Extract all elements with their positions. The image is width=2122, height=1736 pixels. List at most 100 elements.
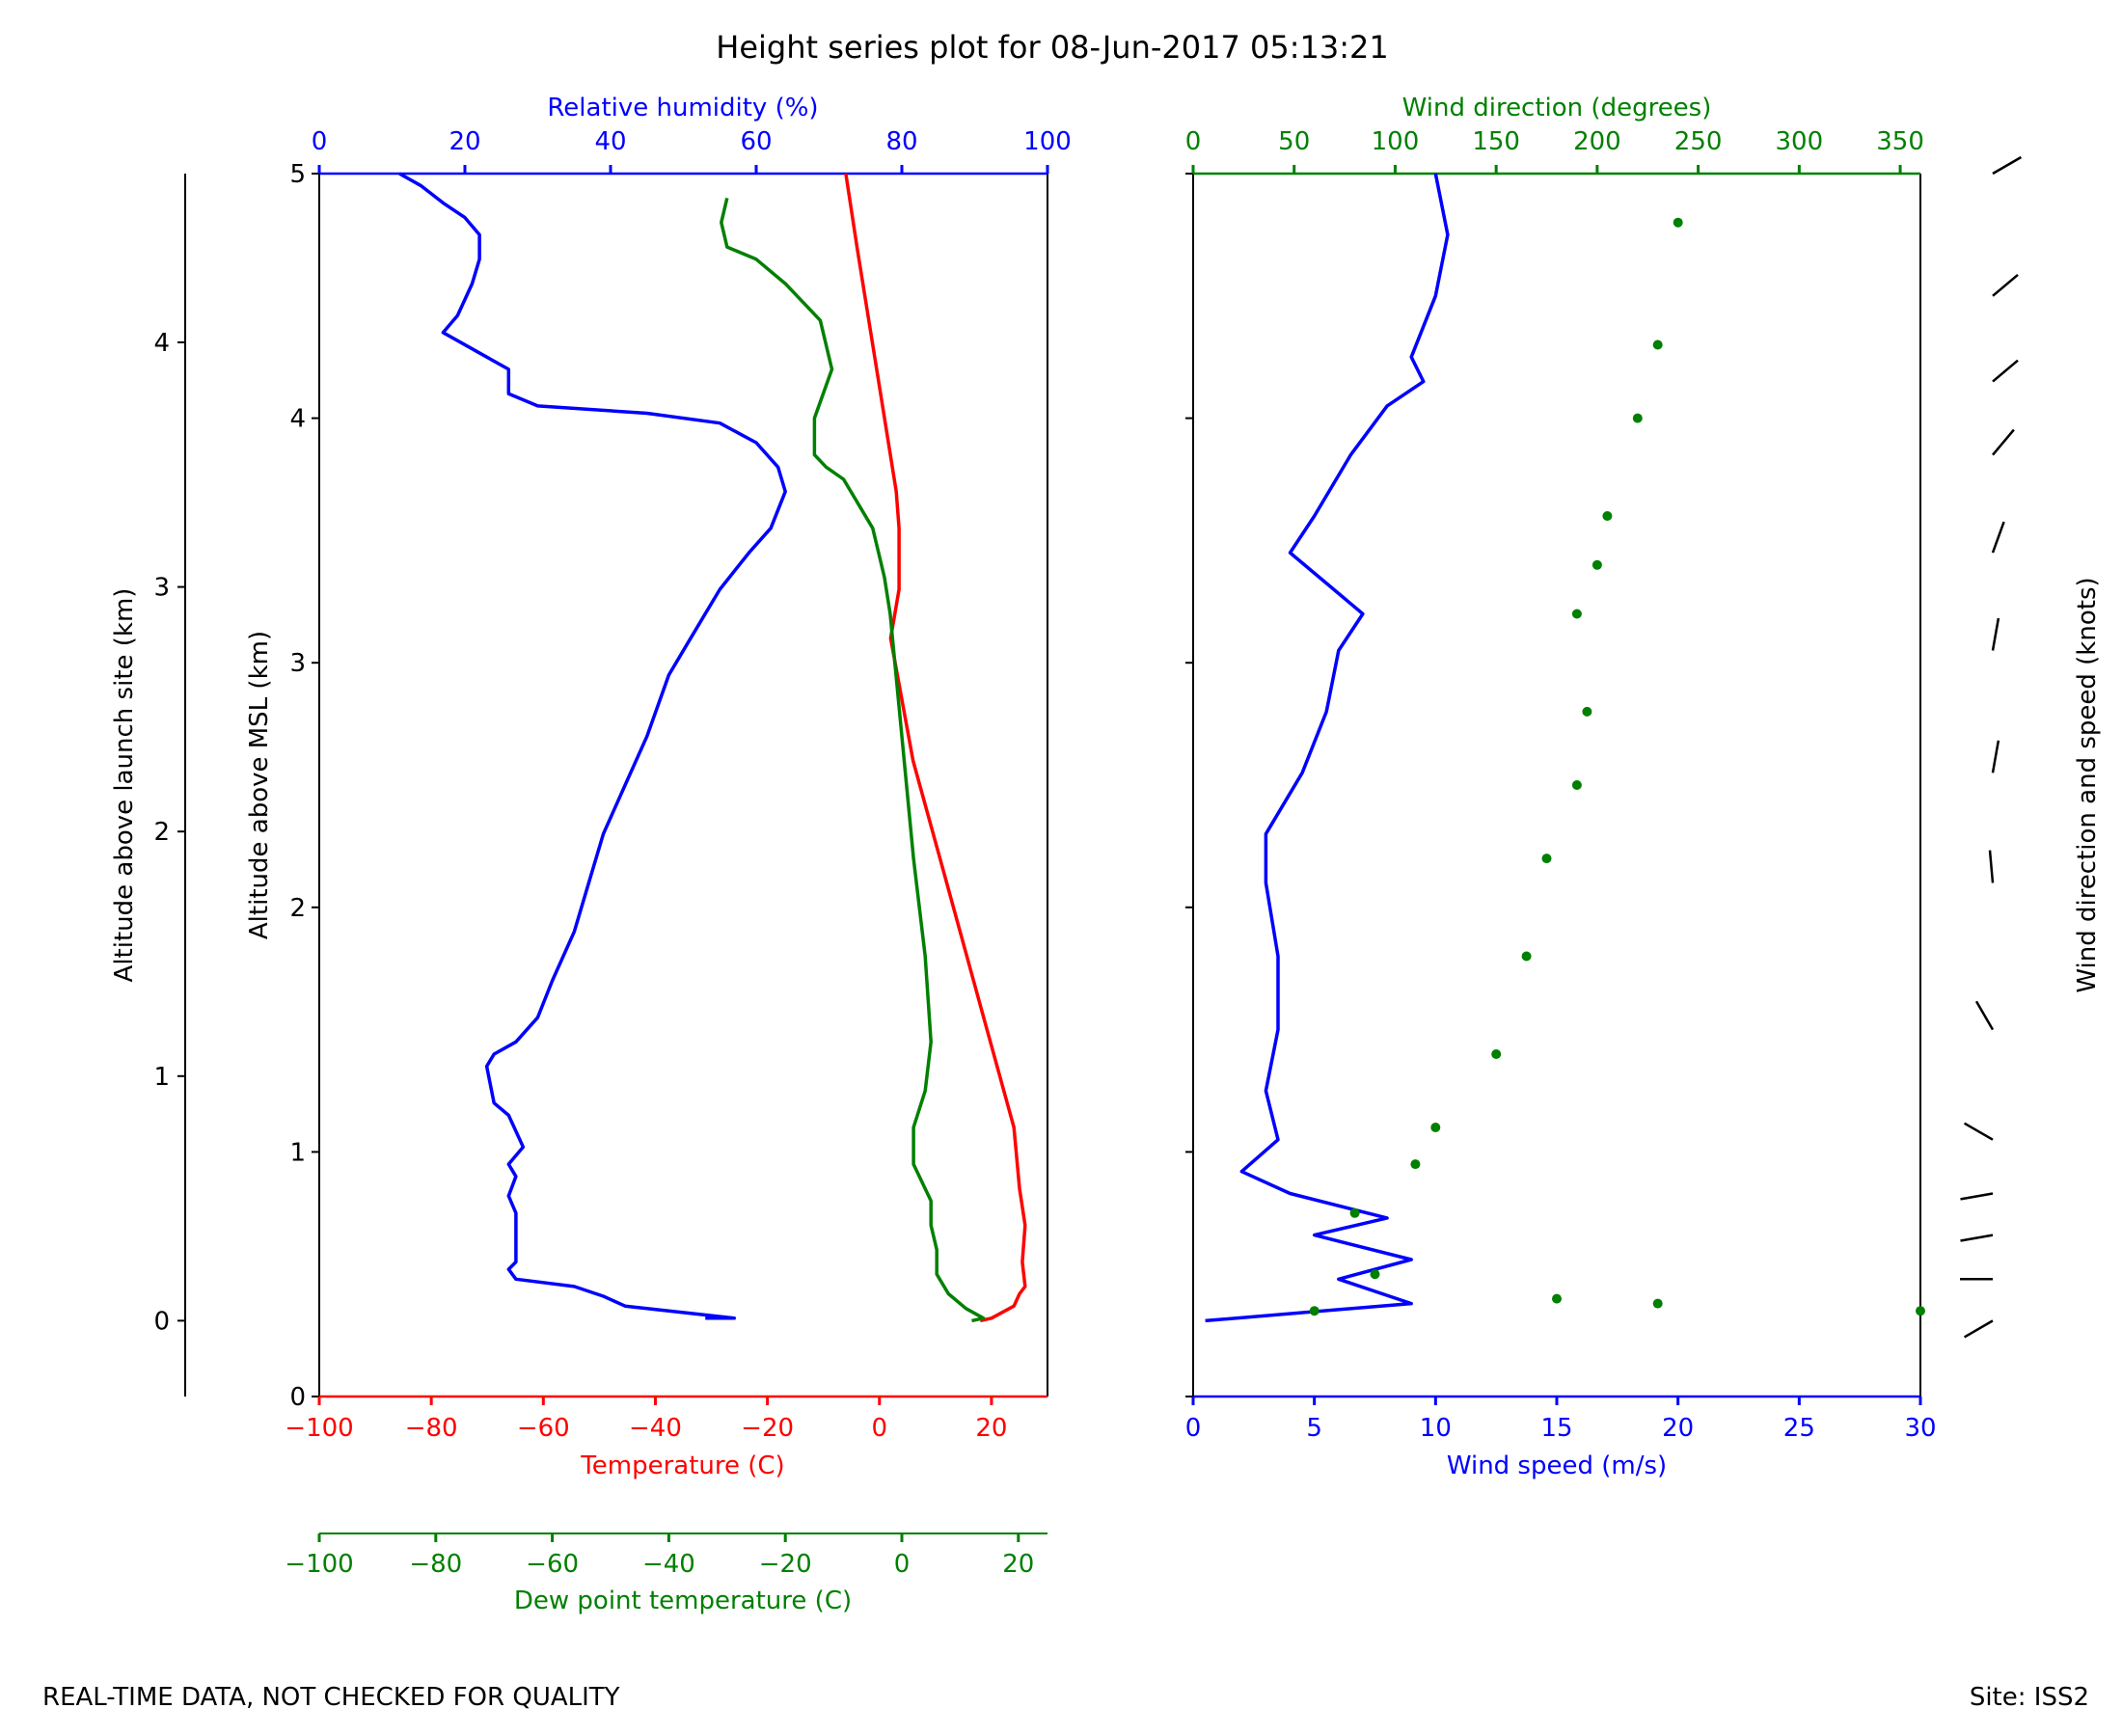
temperature-ticks-label: −100	[285, 1414, 353, 1443]
wind-barb	[1991, 521, 2005, 554]
wind-barb	[1974, 1000, 1995, 1031]
temperature-ticks-label: −80	[405, 1414, 458, 1443]
wind-direction-point	[1370, 1269, 1380, 1280]
humidity-ticks-label: 40	[594, 127, 626, 156]
wind-direction-point	[1632, 413, 1643, 423]
wind-barb	[1963, 1319, 1994, 1339]
wdir-ticks-label: 350	[1876, 127, 1924, 156]
series-temperature	[844, 173, 1027, 1323]
wind-barb	[1992, 428, 2015, 456]
right-series	[1205, 173, 1925, 1323]
wind-barbs	[1959, 155, 2023, 1339]
wind-direction-point	[1592, 559, 1602, 570]
wind-barb	[1992, 155, 2023, 176]
wind-direction-point	[1430, 1123, 1441, 1132]
left-series	[398, 172, 1027, 1323]
temperature-ticks-label: −20	[741, 1414, 794, 1443]
wspd-ticks-label: 15	[1540, 1414, 1572, 1443]
humidity-ticks-label: 60	[740, 127, 772, 156]
msl-tick-label: 4	[289, 405, 306, 434]
humidity-ticks: 0 20 40 60 80 100	[312, 127, 1072, 174]
wind-direction-point	[1309, 1306, 1319, 1316]
wind-direction-point	[1652, 1298, 1663, 1309]
wind-barb	[1992, 359, 2019, 383]
wdir-ticks-label: 150	[1472, 127, 1520, 156]
wind-speed-ticks: 0 5 10 15 20 25 30	[1185, 1397, 1937, 1443]
wdir-ticks-label: 100	[1372, 127, 1420, 156]
msl-tick-label: 1	[289, 1138, 306, 1167]
wind-barb	[1963, 1122, 1994, 1141]
launch-tick-label: 1	[153, 1063, 170, 1092]
barb-axis-label: Wind direction and speed (knots)	[2073, 577, 2102, 992]
temperature-ticks-label: −60	[517, 1414, 570, 1443]
wdir-ticks-label: 300	[1776, 127, 1824, 156]
footer-disclaimer: REAL-TIME DATA, NOT CHECKED FOR QUALITY	[42, 1683, 620, 1712]
launch-tick-label: 2	[153, 818, 170, 847]
series-humidity	[398, 172, 787, 1320]
launch-tick-label: 4	[153, 329, 170, 358]
dewpoint-ticks-label: −80	[409, 1550, 462, 1579]
wspd-ticks-label: 25	[1783, 1414, 1815, 1443]
wind-direction-point	[1552, 1293, 1562, 1304]
launch-tick-label: 0	[153, 1307, 170, 1336]
wind-direction-point	[1571, 609, 1582, 619]
wind-barb	[1960, 1192, 1994, 1201]
wind-direction-point	[1571, 780, 1582, 790]
launch-tick-label: 3	[153, 574, 170, 603]
wspd-ticks-label: 0	[1185, 1414, 1202, 1443]
right-y-ticks	[1185, 173, 1193, 1397]
wind-direction-point	[1652, 339, 1663, 350]
series-wind-speed	[1205, 173, 1450, 1323]
series-dewpoint	[720, 197, 986, 1323]
humidity-ticks-label: 20	[449, 127, 480, 156]
humidity-ticks-label: 80	[885, 127, 917, 156]
dewpoint-ticks-label: −60	[526, 1550, 579, 1579]
wind-barb	[1992, 273, 2019, 297]
wind-barb	[1991, 617, 2000, 651]
temperature-ticks-label: 20	[975, 1414, 1007, 1443]
msl-axis-label: Altitude above MSL (km)	[245, 631, 274, 939]
wind-direction-ticks: 0 50 100 150 200 250 300 350	[1185, 127, 1924, 174]
humidity-axis-label: Relative humidity (%)	[547, 94, 818, 122]
wdir-ticks-label: 250	[1674, 127, 1723, 156]
wind-barb	[1960, 1234, 1994, 1242]
wspd-ticks-label: 5	[1306, 1414, 1322, 1443]
humidity-ticks-label: 0	[312, 127, 328, 156]
wind-direction-point	[1916, 1306, 1925, 1316]
wind-barb	[1991, 740, 2000, 773]
dewpoint-axis-label: Dew point temperature (C)	[514, 1587, 852, 1615]
msl-tick-label: 0	[289, 1383, 306, 1412]
wspd-ticks-label: 30	[1904, 1414, 1936, 1443]
msl-tick-label: 3	[289, 649, 306, 678]
wind-speed-axis-label: Wind speed (m/s)	[1447, 1451, 1667, 1480]
chart-title: Height series plot for 08-Jun-2017 05:13…	[716, 29, 1388, 66]
dewpoint-ticks-label: 0	[894, 1550, 911, 1579]
wdir-ticks-label: 0	[1185, 127, 1202, 156]
wdir-ticks-label: 200	[1573, 127, 1621, 156]
wspd-ticks-label: 20	[1662, 1414, 1694, 1443]
wind-barb	[1988, 850, 1995, 883]
temperature-ticks-label: 0	[871, 1414, 887, 1443]
wind-direction-point	[1491, 1049, 1502, 1059]
dewpoint-ticks: −100 −80 −60 −40 −20 0 20	[285, 1533, 1034, 1579]
footer-site: Site: ISS2	[1969, 1683, 2089, 1712]
wind-direction-point	[1410, 1159, 1421, 1170]
msl-ticks: 0 1 2 3 4 5	[289, 160, 319, 1412]
dewpoint-ticks-label: −20	[759, 1550, 812, 1579]
temperature-ticks-label: −40	[629, 1414, 682, 1443]
temperature-axis-label: Temperature (C)	[580, 1451, 784, 1480]
dewpoint-ticks-label: 20	[1002, 1550, 1034, 1579]
wind-direction-point	[1582, 706, 1592, 717]
wspd-ticks-label: 10	[1420, 1414, 1452, 1443]
dewpoint-ticks-label: −40	[642, 1550, 695, 1579]
dewpoint-ticks-label: −100	[285, 1550, 353, 1579]
wind-direction-point	[1602, 511, 1613, 521]
wind-direction-point	[1349, 1207, 1360, 1218]
launch-axis-label: Altitude above launch site (km)	[110, 588, 139, 983]
wind-direction-point	[1673, 217, 1683, 228]
wind-direction-point	[1541, 854, 1552, 864]
wdir-ticks-label: 50	[1278, 127, 1310, 156]
humidity-ticks-label: 100	[1023, 127, 1072, 156]
right-panel: 0 50 100 150 200 250 300 350 0 5 10 15 20 25 30 Wind …	[1185, 94, 2102, 1480]
